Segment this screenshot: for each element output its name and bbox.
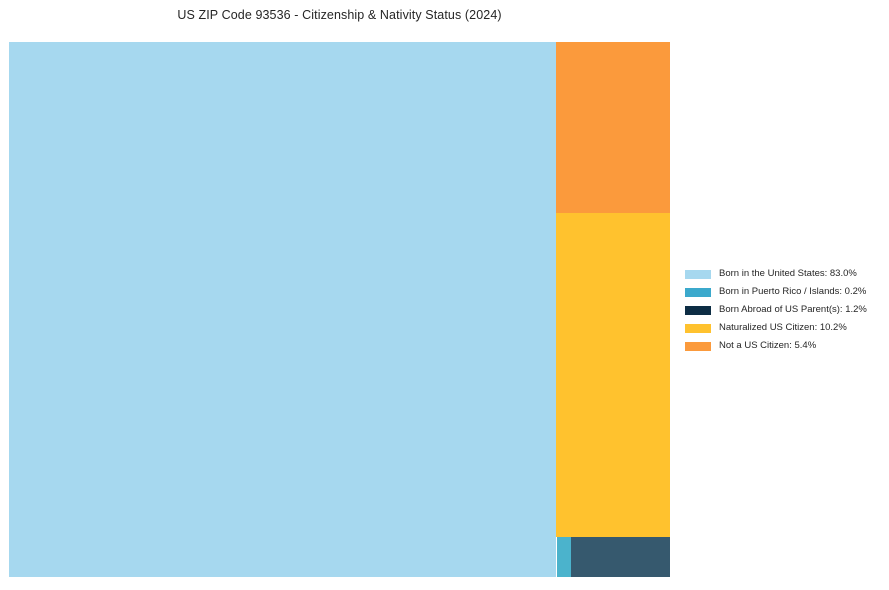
legend-label-born-abroad-of-us-parent-s: Born Abroad of US Parent(s): 1.2% (719, 304, 867, 315)
legend-item-naturalized-us-citizen[interactable]: Naturalized US Citizen: 10.2% (685, 319, 885, 337)
treemap-tile-born-abroad-of-us-parents[interactable] (570, 536, 670, 577)
legend-label-naturalized-us-citizen: Naturalized US Citizen: 10.2% (719, 322, 847, 333)
treemap-tile-born-in-puerto-rico-islands[interactable] (556, 536, 571, 577)
legend-swatch-not-a-us-citizen (685, 341, 711, 351)
legend-swatch-born-abroad-of-us-parent-s (685, 305, 711, 315)
chart-legend: Born in the United States: 83.0% Born in … (685, 265, 885, 355)
chart-title: US ZIP Code 93536 - Citizenship & Nativi… (177, 8, 502, 22)
legend-swatch-naturalized-us-citizen (685, 323, 711, 333)
legend-label-not-a-us-citizen: Not a US Citizen: 5.4% (719, 340, 817, 351)
legend-label-born-in-puerto-rico-islands: Born in Puerto Rico / Islands: 0.2% (719, 286, 867, 297)
treemap-tile-naturalized-us-citizen[interactable] (555, 212, 670, 537)
treemap-tile-born-in-the-united-states[interactable] (9, 42, 556, 577)
treemap-tile-not-a-us-citizen[interactable] (555, 42, 670, 213)
legend-label-born-in-the-united-states: Born in the United States: 83.0% (719, 268, 857, 279)
legend-item-not-a-us-citizen[interactable]: Not a US Citizen: 5.4% (685, 337, 885, 355)
legend-item-born-in-puerto-rico-islands[interactable]: Born in Puerto Rico / Islands: 0.2% (685, 283, 885, 301)
treemap-plot-area (9, 42, 670, 577)
legend-item-born-in-the-united-states[interactable]: Born in the United States: 83.0% (685, 265, 885, 283)
legend-swatch-born-in-the-united-states (685, 269, 711, 279)
legend-item-born-abroad-of-us-parent-s[interactable]: Born Abroad of US Parent(s): 1.2% (685, 301, 885, 319)
legend-swatch-born-in-puerto-rico-islands (685, 287, 711, 297)
